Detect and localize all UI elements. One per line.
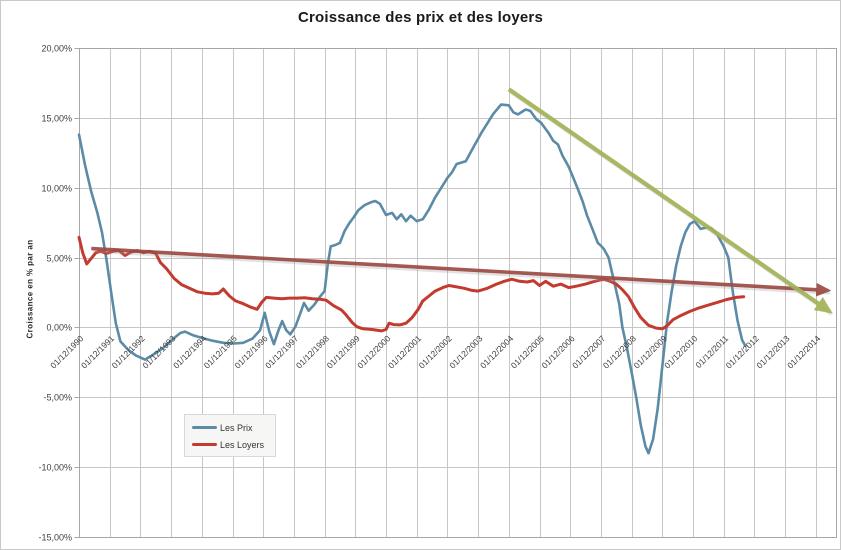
series-les-prix [77, 103, 747, 455]
horizontal-gridlines [79, 118, 836, 468]
svg-text:0,00%: 0,00% [46, 323, 72, 333]
legend: Les Prix Les Loyers [184, 414, 276, 457]
les-loyers-line-swatch [192, 443, 217, 446]
y-axis-title: Croissance en % par an [25, 239, 35, 339]
y-axis-tick-labels: 20,00% 15,00% 10,00% 5,00% 0,00% -5,00% -10,00… [38, 44, 79, 543]
chart-title: Croissance des prix et des loyers [297, 9, 544, 26]
svg-text:-5,00%: -5,00% [43, 393, 72, 403]
svg-text:20,00%: 20,00% [41, 44, 72, 54]
svg-text:15,00%: 15,00% [41, 114, 72, 124]
svg-text:-15,00%: -15,00% [38, 533, 72, 543]
x-axis-tick-labels: 01/12/199001/12/199101/12/199201/12/1993… [48, 333, 822, 370]
trend-arrow-loyers [91, 246, 832, 297]
series-les-loyers [77, 235, 746, 333]
svg-text:5,00%: 5,00% [46, 254, 72, 264]
svg-text:10,00%: 10,00% [41, 184, 72, 194]
svg-text:-10,00%: -10,00% [38, 463, 72, 473]
legend-label-les-prix: Les Prix [220, 422, 253, 433]
les-prix-line-swatch [192, 426, 217, 429]
trend-arrow-loyers-shadow [93, 249, 831, 295]
legend-item-les-loyers: Les Loyers [192, 436, 275, 453]
plot-border [79, 48, 837, 538]
trend-arrow-prix [507, 87, 833, 314]
legend-item-les-prix: Les Prix [192, 419, 275, 436]
vertical-gridlines [110, 48, 817, 537]
legend-label-les-loyers: Les Loyers [220, 439, 265, 450]
